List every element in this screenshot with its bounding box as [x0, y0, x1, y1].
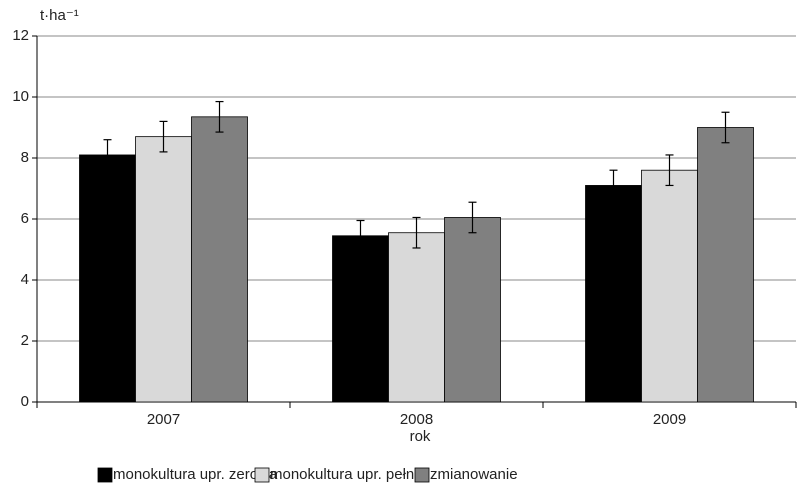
legend-label: monokultura upr. zerowa [113, 466, 278, 483]
error-bar [356, 219, 365, 252]
error-bar [609, 169, 618, 202]
error-bar [412, 216, 421, 249]
x-axis-label: rok [410, 428, 431, 445]
y-tick-label: 0 [21, 393, 29, 410]
y-tick-label: 4 [21, 271, 29, 288]
bar [641, 169, 698, 403]
bar [191, 116, 248, 403]
y-tick-label: 8 [21, 149, 29, 166]
y-axis-label: t·ha⁻¹ [40, 7, 79, 24]
y-tick-label: 10 [12, 88, 29, 105]
legend-label: monokultura upr. pełna [270, 466, 423, 483]
error-bar [159, 120, 168, 153]
legend-swatch [414, 467, 430, 483]
error-bar [103, 139, 112, 171]
y-tick-label: 6 [21, 210, 29, 227]
bar [697, 127, 754, 403]
y-tick-label: 12 [12, 27, 29, 44]
legend-label: zmianowanie [430, 466, 518, 483]
error-bar [468, 201, 477, 234]
legend-swatch [254, 467, 270, 483]
bar [585, 185, 642, 403]
error-bar [665, 154, 674, 187]
error-bar [215, 100, 224, 133]
bar [332, 235, 389, 403]
bar [79, 154, 136, 403]
legend-swatch [97, 467, 113, 483]
bar [135, 136, 192, 403]
x-tick-label: 2008 [400, 411, 433, 428]
bar [444, 217, 501, 403]
x-tick-label: 2007 [147, 411, 180, 428]
bar [388, 232, 445, 403]
x-tick-label: 2009 [653, 411, 686, 428]
y-tick-label: 2 [21, 332, 29, 349]
error-bar [721, 111, 730, 144]
